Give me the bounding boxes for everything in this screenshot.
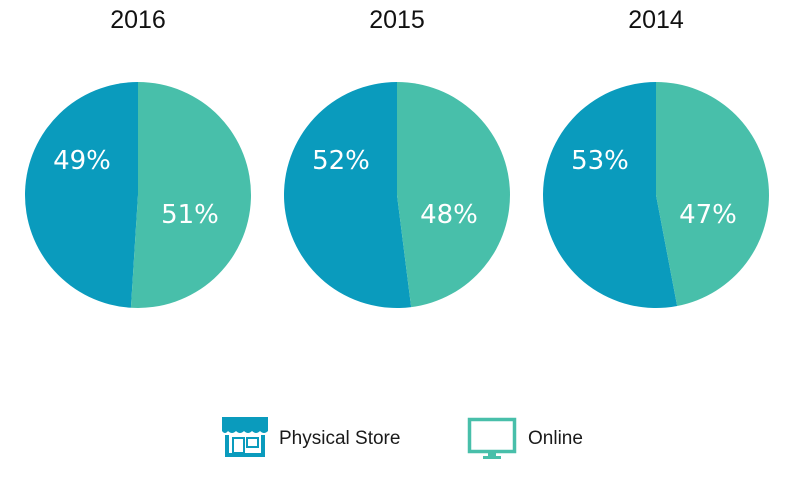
- monitor-icon: [467, 417, 517, 459]
- data-label-physical-store: 52%: [312, 146, 370, 176]
- legend: Physical Store Online: [222, 417, 583, 459]
- pie-title: 2015: [369, 6, 425, 34]
- data-label-online: 51%: [161, 200, 219, 230]
- pie-title: 2016: [110, 6, 166, 34]
- data-label-online: 47%: [679, 200, 737, 230]
- legend-label-physical-store: Physical Store: [279, 428, 400, 449]
- pie-slice-physical-store: [543, 81, 678, 308]
- data-label-online: 48%: [420, 200, 478, 230]
- pie-title: 2014: [628, 6, 684, 34]
- data-label-physical-store: 53%: [571, 146, 629, 176]
- pie-slice-physical-store: [25, 82, 138, 308]
- pie-slice-online: [130, 82, 252, 308]
- legend-label-online: Online: [528, 428, 583, 449]
- data-label-physical-store: 49%: [53, 146, 111, 176]
- pie-slice-online: [397, 82, 510, 308]
- pie-slice-online: [656, 81, 770, 306]
- storefront-icon: [222, 417, 268, 457]
- pie-charts-group: 2016 49% 51% 2015 52% 48% 2014 53% 47%: [25, 6, 770, 308]
- pie-slice-physical-store: [283, 82, 412, 308]
